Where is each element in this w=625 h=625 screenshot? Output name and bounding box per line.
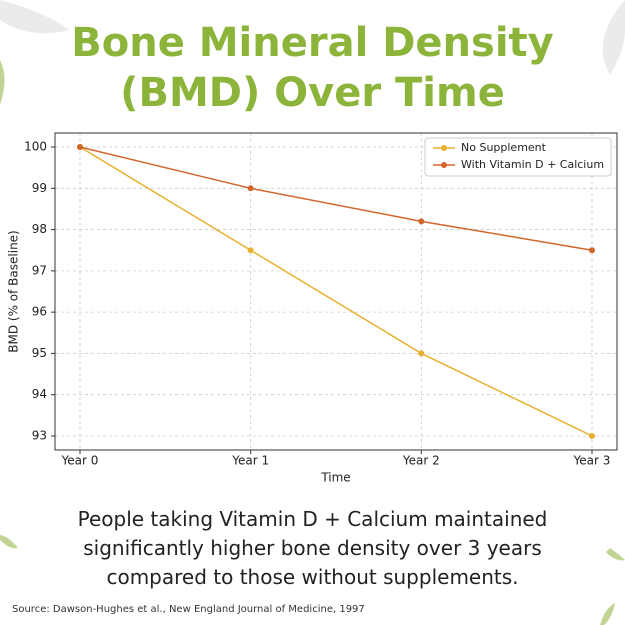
legend-marker <box>441 162 447 168</box>
legend-label: No Supplement <box>461 141 547 154</box>
legend-marker <box>441 145 447 151</box>
y-tick-label: 93 <box>32 428 47 442</box>
title: Bone Mineral Density (BMD) Over Time <box>71 20 554 116</box>
data-point <box>77 144 83 151</box>
y-tick-label: 95 <box>32 346 47 360</box>
y-tick-label: 97 <box>32 263 47 277</box>
data-point <box>589 432 595 439</box>
series-line <box>79 146 593 437</box>
x-tick-label: Year 3 <box>573 454 611 468</box>
x-axis-label: Time <box>320 471 350 485</box>
leaf <box>0 0 70 34</box>
x-tick-label: Year 2 <box>402 454 440 468</box>
y-tick-label: 96 <box>32 305 47 319</box>
data-point <box>418 218 425 225</box>
leaf <box>600 603 615 625</box>
source: Source: Dawson-Hughes et al., New Englan… <box>12 604 365 615</box>
leaf <box>0 60 5 105</box>
leaf <box>606 548 625 561</box>
legend-label: With Vitamin D + Calcium <box>461 158 604 171</box>
data-point <box>589 247 595 254</box>
series-line <box>79 146 593 251</box>
y-tick-label: 100 <box>24 140 47 154</box>
data-point <box>247 247 254 254</box>
y-tick-label: 94 <box>32 387 47 401</box>
legend-box <box>424 137 612 177</box>
leaf <box>0 535 18 549</box>
y-axis-label: BMD (% of Baseline) <box>7 230 21 352</box>
data-point <box>418 350 425 357</box>
x-tick-label: Year 1 <box>231 454 269 468</box>
y-tick-label: 99 <box>32 181 47 195</box>
x-tick-label: Year 0 <box>61 454 99 468</box>
plot-frame <box>54 132 618 451</box>
data-point <box>247 185 254 192</box>
caption: People taking Vitamin D + Calcium mainta… <box>77 507 548 589</box>
y-tick-label: 98 <box>32 222 47 236</box>
leaf <box>602 0 625 75</box>
